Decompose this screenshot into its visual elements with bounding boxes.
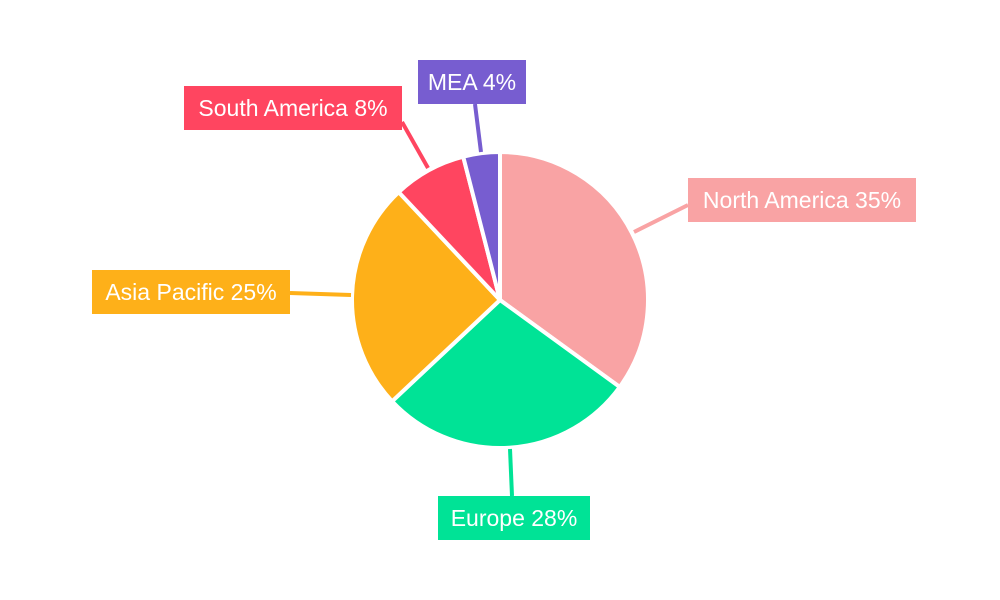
data-label: Europe 28% (451, 505, 578, 531)
data-label-box (418, 60, 526, 104)
leader-line (508, 448, 514, 497)
pie-slice-mea[interactable] (461, 150, 502, 302)
leader-line (473, 103, 483, 153)
data-label-box (688, 178, 916, 222)
data-label: South America 8% (198, 95, 387, 121)
data-label-box (438, 496, 590, 540)
leader-line (289, 291, 352, 297)
data-label-box (184, 86, 402, 130)
data-label: North America 35% (703, 187, 901, 213)
data-label: Asia Pacific 25% (105, 279, 276, 305)
leader-line (633, 203, 689, 234)
pie-slice-north-america[interactable] (498, 150, 650, 389)
data-label-box (92, 270, 290, 314)
leader-line (400, 121, 430, 169)
pie-slice-asia-pacific[interactable] (350, 190, 502, 404)
pie-slice-europe[interactable] (390, 298, 622, 450)
data-label: MEA 4% (428, 69, 516, 95)
